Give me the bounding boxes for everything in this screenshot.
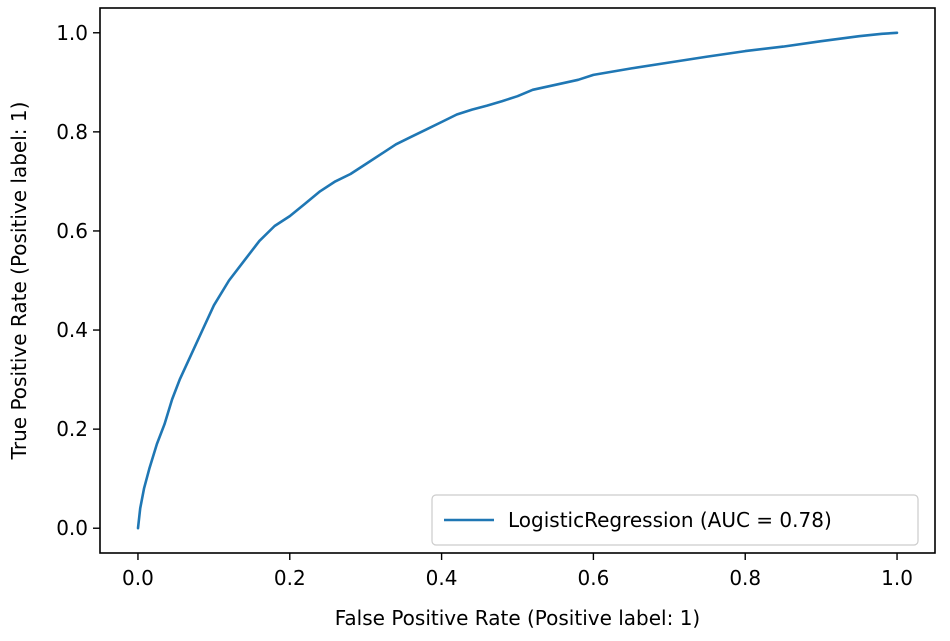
x-axis-ticks: 0.0 0.2 0.4 0.6 0.8 1.0 <box>122 553 913 590</box>
y-tick-label: 1.0 <box>56 21 88 45</box>
x-tick-label: 0.0 <box>122 566 154 590</box>
plot-frame <box>99 7 936 554</box>
legend: LogisticRegression (AUC = 0.78) <box>431 494 919 546</box>
series-line-0 <box>136 31 899 530</box>
y-tick-label: 0.2 <box>56 417 88 441</box>
y-axis-label: True Positive Rate (Positive label: 1) <box>7 102 31 461</box>
y-tick-label: 0.4 <box>56 318 88 342</box>
legend-box <box>431 494 919 546</box>
x-tick-label: 0.8 <box>729 566 761 590</box>
series-layer <box>136 31 899 530</box>
x-axis-label: False Positive Rate (Positive label: 1) <box>335 606 701 630</box>
x-tick-label: 0.6 <box>578 566 610 590</box>
y-tick-label: 0.8 <box>56 120 88 144</box>
x-tick-label: 1.0 <box>881 566 913 590</box>
y-tick-label: 0.0 <box>56 516 88 540</box>
x-tick-label: 0.4 <box>426 566 458 590</box>
y-tick-label: 0.6 <box>56 219 88 243</box>
x-tick-label: 0.2 <box>274 566 306 590</box>
y-axis-ticks: 0.0 0.2 0.4 0.6 0.8 1.0 <box>56 21 100 540</box>
legend-label-logistic-regression: LogisticRegression (AUC = 0.78) <box>508 508 832 532</box>
